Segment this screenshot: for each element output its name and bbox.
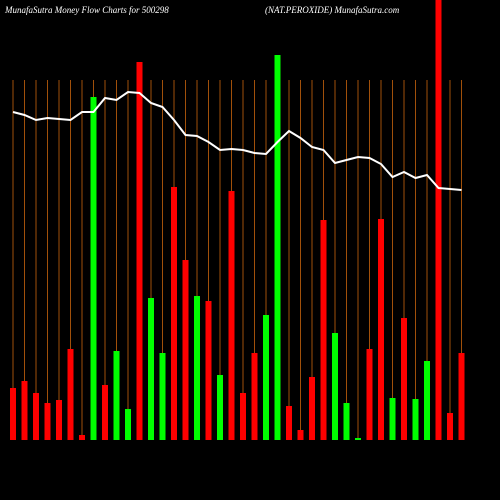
bar: [435, 0, 442, 440]
bar: [217, 375, 223, 440]
bar: [297, 430, 304, 440]
bar: [205, 301, 212, 440]
bar: [228, 191, 235, 440]
bar: [171, 187, 177, 440]
bar: [56, 400, 62, 440]
bar: [90, 97, 97, 440]
bar: [113, 351, 120, 440]
bar: [401, 318, 407, 440]
bar: [332, 333, 338, 440]
bar: [389, 398, 396, 440]
bar: [343, 403, 350, 440]
bar: [251, 353, 258, 440]
bar: [274, 55, 281, 440]
bar: [412, 399, 419, 440]
bar: [159, 353, 166, 440]
bar: [136, 62, 143, 440]
bar: [263, 315, 269, 440]
chart-title: MunafaSutra Money Flow Charts for 500298: [4, 5, 169, 15]
bar: [378, 219, 384, 440]
bar: [240, 393, 246, 440]
bar: [125, 409, 131, 440]
bar: [194, 296, 200, 440]
bar: [21, 381, 28, 440]
bar: [102, 385, 108, 440]
bar: [44, 403, 51, 440]
bar: [366, 349, 373, 440]
price-line: [12, 90, 462, 191]
chart-subtitle: (NAT.PEROXIDE) MunafaSutra.com: [265, 5, 400, 15]
bar: [309, 377, 315, 440]
bar: [33, 393, 39, 440]
bar: [424, 361, 430, 440]
bar: [148, 298, 154, 440]
bar: [447, 413, 453, 440]
bar: [286, 406, 292, 440]
bar: [67, 349, 74, 440]
bar: [320, 220, 327, 440]
bar: [355, 438, 361, 440]
bar: [10, 388, 16, 440]
bar: [458, 353, 465, 440]
bar: [182, 260, 189, 440]
bar: [79, 435, 85, 440]
